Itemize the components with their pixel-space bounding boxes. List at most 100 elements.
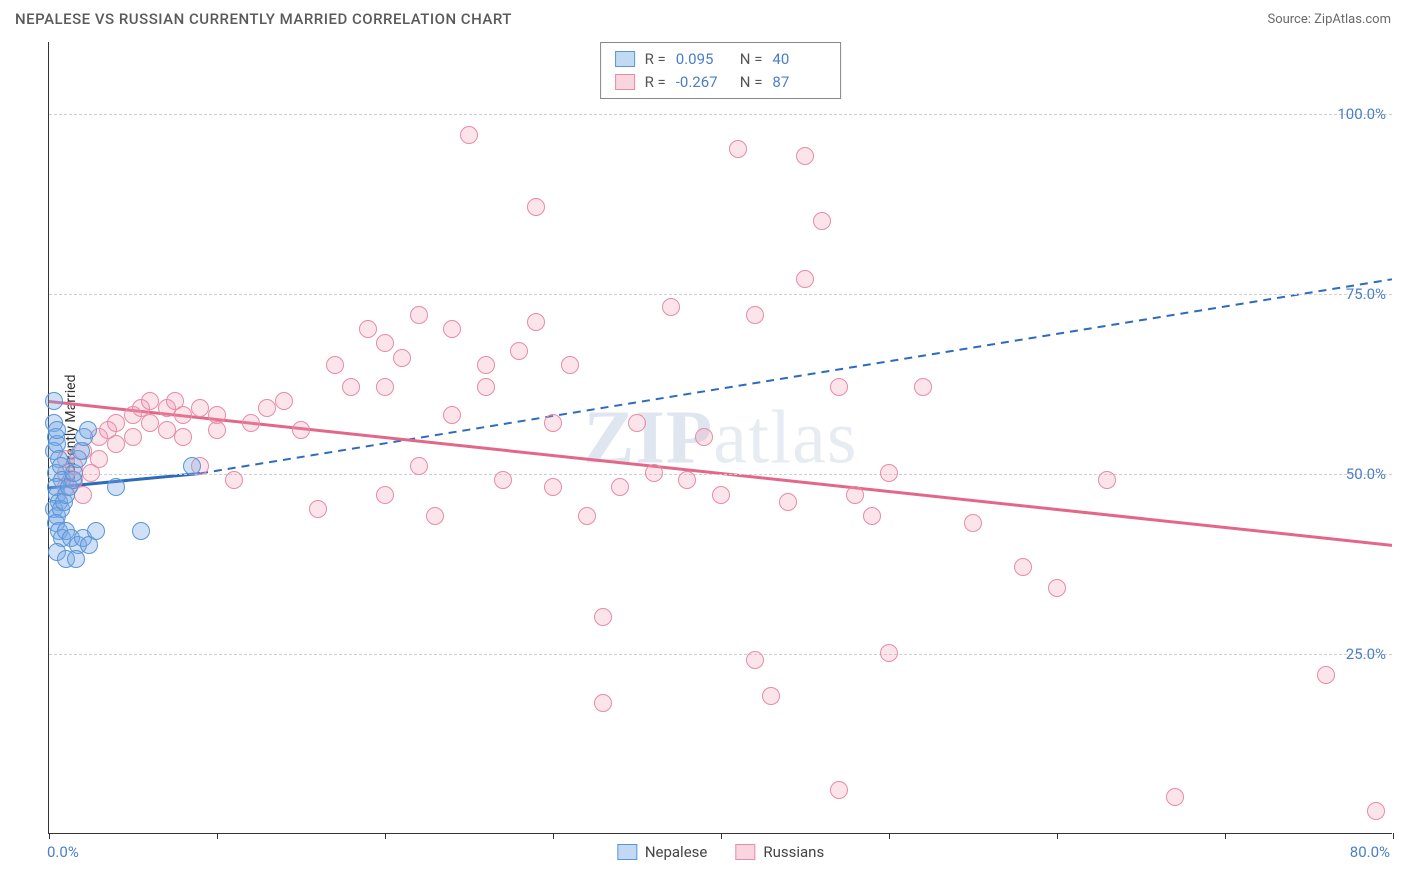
data-point bbox=[762, 687, 780, 705]
data-point bbox=[174, 406, 192, 424]
data-point bbox=[326, 356, 344, 374]
data-point bbox=[880, 644, 898, 662]
gridline bbox=[49, 114, 1392, 115]
data-point bbox=[880, 464, 898, 482]
data-point bbox=[594, 608, 612, 626]
swatch-russians-icon bbox=[735, 844, 755, 860]
watermark: ZIPatlas bbox=[584, 394, 858, 481]
data-point bbox=[309, 500, 327, 518]
gridline bbox=[49, 294, 1392, 295]
data-point bbox=[141, 392, 159, 410]
r-value-russians: -0.267 bbox=[676, 71, 730, 94]
data-point bbox=[107, 414, 125, 432]
source-attribution: Source: ZipAtlas.com bbox=[1267, 12, 1391, 27]
data-point bbox=[132, 522, 150, 540]
data-point bbox=[376, 378, 394, 396]
data-point bbox=[561, 356, 579, 374]
data-point bbox=[393, 349, 411, 367]
x-axis-min-label: 0.0% bbox=[47, 843, 79, 861]
x-tick bbox=[1225, 833, 1226, 839]
data-point bbox=[796, 270, 814, 288]
data-point bbox=[342, 378, 360, 396]
data-point bbox=[830, 781, 848, 799]
data-point bbox=[87, 522, 105, 540]
data-point bbox=[1166, 788, 1184, 806]
data-point bbox=[48, 421, 66, 439]
x-tick bbox=[1057, 833, 1058, 839]
legend-label-nepalese: Nepalese bbox=[645, 843, 708, 861]
swatch-nepalese-icon bbox=[617, 844, 637, 860]
data-point bbox=[225, 471, 243, 489]
data-point bbox=[964, 514, 982, 532]
x-tick bbox=[721, 833, 722, 839]
data-point bbox=[376, 334, 394, 352]
data-point bbox=[494, 471, 512, 489]
n-label: N = bbox=[740, 71, 763, 94]
data-point bbox=[174, 428, 192, 446]
gridline bbox=[49, 474, 1392, 475]
data-point bbox=[678, 471, 696, 489]
x-tick bbox=[217, 833, 218, 839]
n-value-nepalese: 40 bbox=[772, 48, 826, 71]
legend-row-russians: R = -0.267 N = 87 bbox=[615, 71, 827, 94]
x-tick bbox=[889, 833, 890, 839]
data-point bbox=[107, 478, 125, 496]
data-point bbox=[527, 313, 545, 331]
x-tick bbox=[553, 833, 554, 839]
data-point bbox=[426, 507, 444, 525]
x-tick bbox=[49, 833, 50, 839]
data-point bbox=[628, 414, 646, 432]
data-point bbox=[1317, 666, 1335, 684]
data-point bbox=[746, 306, 764, 324]
data-point bbox=[544, 478, 562, 496]
series-legend: Nepalese Russians bbox=[617, 843, 824, 861]
data-point bbox=[460, 126, 478, 144]
data-point bbox=[527, 198, 545, 216]
data-point bbox=[242, 414, 260, 432]
data-point bbox=[191, 399, 209, 417]
x-tick bbox=[1393, 833, 1394, 839]
data-point bbox=[359, 320, 377, 338]
data-point bbox=[695, 428, 713, 446]
swatch-nepalese bbox=[615, 51, 635, 67]
data-point bbox=[846, 486, 864, 504]
swatch-russians bbox=[615, 74, 635, 90]
data-point bbox=[67, 550, 85, 568]
y-tick-label: 25.0% bbox=[1346, 645, 1386, 663]
legend-label-russians: Russians bbox=[763, 843, 824, 861]
data-point bbox=[510, 342, 528, 360]
data-point bbox=[107, 435, 125, 453]
data-point bbox=[141, 414, 159, 432]
data-point bbox=[611, 478, 629, 496]
data-point bbox=[410, 457, 428, 475]
scatter-chart: Currently Married ZIPatlas R = 0.095 N =… bbox=[48, 42, 1392, 834]
r-label: R = bbox=[645, 71, 666, 94]
data-point bbox=[712, 486, 730, 504]
data-point bbox=[443, 406, 461, 424]
n-value-russians: 87 bbox=[772, 71, 826, 94]
data-point bbox=[813, 212, 831, 230]
y-tick-label: 75.0% bbox=[1346, 285, 1386, 303]
data-point bbox=[376, 486, 394, 504]
data-point bbox=[662, 298, 680, 316]
data-point bbox=[275, 392, 293, 410]
correlation-legend: R = 0.095 N = 40 R = -0.267 N = 87 bbox=[600, 42, 842, 99]
data-point bbox=[477, 378, 495, 396]
x-tick bbox=[385, 833, 386, 839]
data-point bbox=[443, 320, 461, 338]
data-point bbox=[183, 457, 201, 475]
data-point bbox=[1367, 802, 1385, 820]
data-point bbox=[544, 414, 562, 432]
data-point bbox=[796, 147, 814, 165]
data-point bbox=[746, 651, 764, 669]
data-point bbox=[729, 140, 747, 158]
data-point bbox=[79, 421, 97, 439]
trend-lines bbox=[49, 42, 1392, 833]
data-point bbox=[645, 464, 663, 482]
data-point bbox=[124, 428, 142, 446]
data-point bbox=[258, 399, 276, 417]
data-point bbox=[90, 450, 108, 468]
data-point bbox=[1098, 471, 1116, 489]
data-point bbox=[594, 694, 612, 712]
data-point bbox=[158, 421, 176, 439]
